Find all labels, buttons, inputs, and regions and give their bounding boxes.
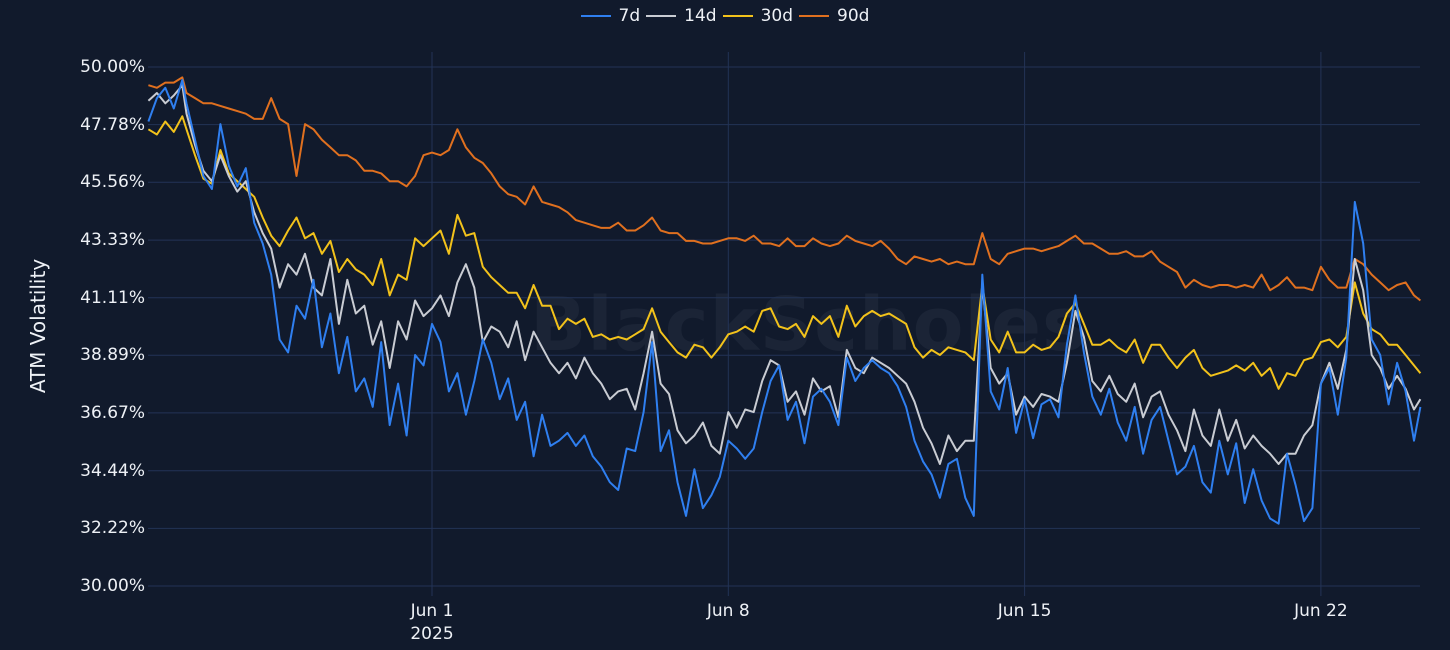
y-tick-label: 50.00% — [80, 57, 145, 77]
y-tick-label: 47.78% — [80, 114, 145, 135]
legend-swatch-icon — [722, 15, 753, 17]
y-axis-title: ATM Volatility — [26, 258, 50, 394]
legend-label: 14d — [684, 6, 717, 26]
series-line-30d[interactable] — [147, 115, 1422, 390]
legend-label: 30d — [760, 6, 794, 26]
y-tick-label: 34.44% — [80, 460, 145, 481]
legend-label: 90d — [837, 6, 870, 26]
x-tick-label: Jun 1 2025 — [410, 600, 453, 646]
x-tick-text: Jun 15 — [997, 601, 1052, 621]
legend-item-7d[interactable]: 7d — [580, 6, 641, 26]
y-tick-label: 45.56% — [80, 172, 145, 193]
x-tick-text: Jun 1 — [410, 601, 454, 621]
legend-item-90d[interactable]: 90d — [799, 6, 869, 26]
legend-swatch-icon — [646, 15, 677, 17]
x-tick-label: Jun 15 — [998, 600, 1052, 623]
series-line-14d[interactable] — [147, 84, 1422, 465]
legend-item-30d[interactable]: 30d — [722, 6, 794, 26]
legend-swatch-icon — [799, 15, 830, 17]
legend-label: 7d — [618, 6, 641, 26]
series-line-7d[interactable] — [147, 79, 1422, 525]
x-tick-year: 2025 — [410, 624, 454, 644]
series-line-90d[interactable] — [148, 76, 1422, 302]
legend-swatch-icon — [580, 15, 611, 17]
legend-item-14d[interactable]: 14d — [646, 6, 717, 26]
y-tick-label: 41.11% — [80, 287, 145, 308]
x-tick-label: Jun 8 — [707, 600, 750, 623]
y-tick-label: 30.00% — [80, 576, 145, 596]
y-tick-label: 43.33% — [80, 230, 145, 251]
legend: 7d 14d 30d 90d — [0, 6, 1450, 26]
y-tick-label: 32.22% — [80, 518, 145, 539]
x-tick-text: Jun 22 — [1294, 601, 1348, 621]
y-tick-label: 38.89% — [80, 345, 145, 366]
x-tick-text: Jun 8 — [706, 601, 750, 621]
y-tick-label: 36.67% — [80, 402, 145, 423]
x-tick-label: Jun 22 — [1294, 600, 1348, 623]
